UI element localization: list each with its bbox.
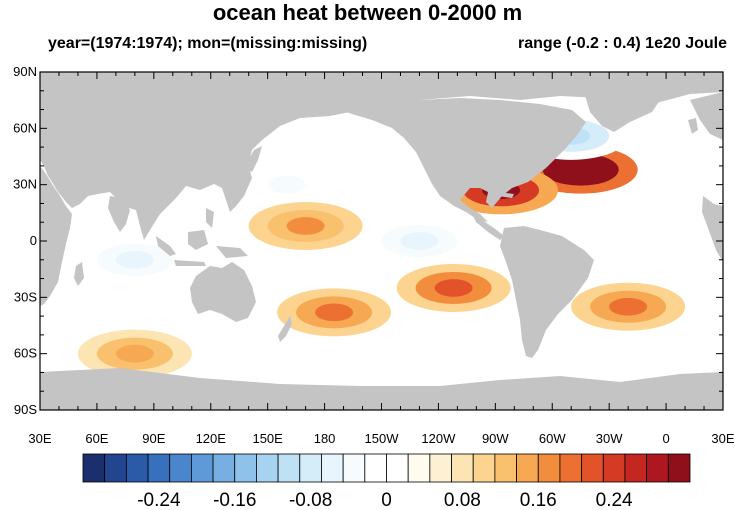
lon-label: 30E: [711, 431, 734, 446]
lat-label: 30S: [14, 289, 37, 304]
lon-label: 120W: [421, 431, 456, 446]
colorbar-swatch: [451, 453, 474, 483]
land-antarctica: [40, 368, 723, 410]
colorbar-swatch: [472, 453, 496, 483]
land-madagascar: [74, 262, 84, 286]
lat-label: 30N: [13, 177, 37, 192]
colorbar-swatch: [234, 453, 257, 483]
colorbar-label: 0.24: [596, 490, 633, 510]
colorbar-swatch: [321, 453, 344, 483]
colorbar-swatch: [494, 453, 517, 483]
colorbar-swatch: [147, 453, 171, 483]
colorbar-label: -0.16: [213, 490, 256, 510]
anomaly-south-pacific-warm-core: [434, 279, 473, 297]
colorbar-swatch: [104, 453, 127, 483]
land-indonesia-borneo: [188, 230, 208, 250]
colorbar-swatch: [559, 453, 583, 483]
colorbar-swatch: [646, 453, 669, 483]
colorbar-label: 0: [381, 490, 392, 510]
axes: 90N 60N 30N 0 30S 60S 90S 30E 60E 90E 120E 150E 180 1…: [13, 64, 735, 446]
land-africa-west: [702, 196, 723, 262]
lon-label: 60E: [85, 431, 108, 446]
anomaly-equatorial-pacific-warm-core: [286, 217, 325, 235]
land-eurasia: [40, 72, 723, 240]
land-new-guinea: [216, 246, 248, 258]
colorbar-swatch: [82, 453, 106, 483]
land-africa: [40, 166, 72, 306]
chart-title: ocean heat between 0-2000 m: [212, 0, 523, 25]
colorbar-swatch: [212, 453, 236, 483]
land-australia: [190, 262, 256, 322]
colorbar-label: -0.24: [137, 490, 181, 510]
colorbar-swatch: [190, 453, 214, 483]
colorbar-swatch: [342, 453, 366, 483]
colorbar-swatch: [299, 453, 322, 483]
lon-label: 120E: [196, 431, 227, 446]
colorbar-swatch: [407, 453, 431, 483]
lat-label: 60S: [14, 346, 37, 361]
lat-label: 90N: [13, 64, 37, 79]
colorbar: -0.24 -0.16 -0.08 0 0.08 0.16 0.24: [82, 453, 691, 510]
lon-label: 30W: [596, 431, 623, 446]
colorbar-label: 0.08: [444, 490, 481, 510]
land-uk: [688, 118, 698, 134]
land-central-america: [470, 210, 504, 240]
lon-label: 60W: [539, 431, 566, 446]
subtitle-right: range (-0.2 : 0.4) 1e20 Joule: [518, 35, 727, 52]
lat-label: 0: [30, 233, 37, 248]
anomaly-tasman-warm-core: [315, 303, 354, 322]
anomaly-southern-ocean-warm-core: [115, 344, 154, 363]
colorbar-swatch: [516, 453, 539, 483]
subtitle-left: year=(1974:1974); mon=(missing:missing): [48, 35, 368, 52]
lon-label: 180: [314, 431, 336, 446]
land-india: [108, 196, 130, 232]
colorbar-label: -0.08: [289, 490, 332, 510]
colorbar-swatch: [624, 453, 648, 483]
lon-label: 90W: [482, 431, 509, 446]
land-north-america: [340, 98, 586, 222]
anomaly-south-atlantic-warm-core: [609, 297, 648, 316]
colorbar-swatch: [581, 453, 604, 483]
land-japan: [248, 146, 262, 172]
colorbar-swatch: [125, 453, 149, 483]
anomaly-north-pacific-cool-core: [267, 175, 306, 194]
colorbar-swatch: [256, 453, 279, 483]
colorbar-swatch: [429, 453, 452, 483]
land-cuba: [498, 192, 514, 198]
land-greenland: [584, 92, 660, 132]
colorbar-swatch: [537, 453, 561, 483]
land-europe: [690, 92, 723, 140]
colorbar-swatch: [602, 453, 626, 483]
colorbar-swatch: [386, 453, 409, 483]
colorbar-swatch: [364, 453, 387, 483]
lat-label: 60N: [13, 120, 37, 135]
anomaly-north-atlantic-warm-core: [561, 160, 600, 179]
land-indonesia-java: [174, 260, 206, 266]
lon-label: 150E: [252, 431, 283, 446]
colorbar-swatch: [277, 453, 301, 483]
lat-label: 90S: [14, 402, 37, 417]
colorbar-swatch: [169, 453, 192, 483]
land-philippines: [206, 208, 214, 228]
land-south-america: [500, 226, 594, 358]
anomaly-indian-ocean-cool-core: [115, 250, 154, 269]
land-new-zealand: [278, 316, 292, 342]
colorbar-swatch: [667, 453, 691, 483]
lon-label: 150W: [365, 431, 400, 446]
colorbar-label: 0.16: [520, 490, 557, 510]
lon-label: 30E: [28, 431, 51, 446]
lon-label: 90E: [142, 431, 165, 446]
lon-label: 0: [662, 431, 669, 446]
land-layer: [40, 72, 723, 410]
land-indonesia-sumatra: [156, 236, 176, 256]
anomaly-central-pacific-cool-core: [400, 232, 439, 250]
